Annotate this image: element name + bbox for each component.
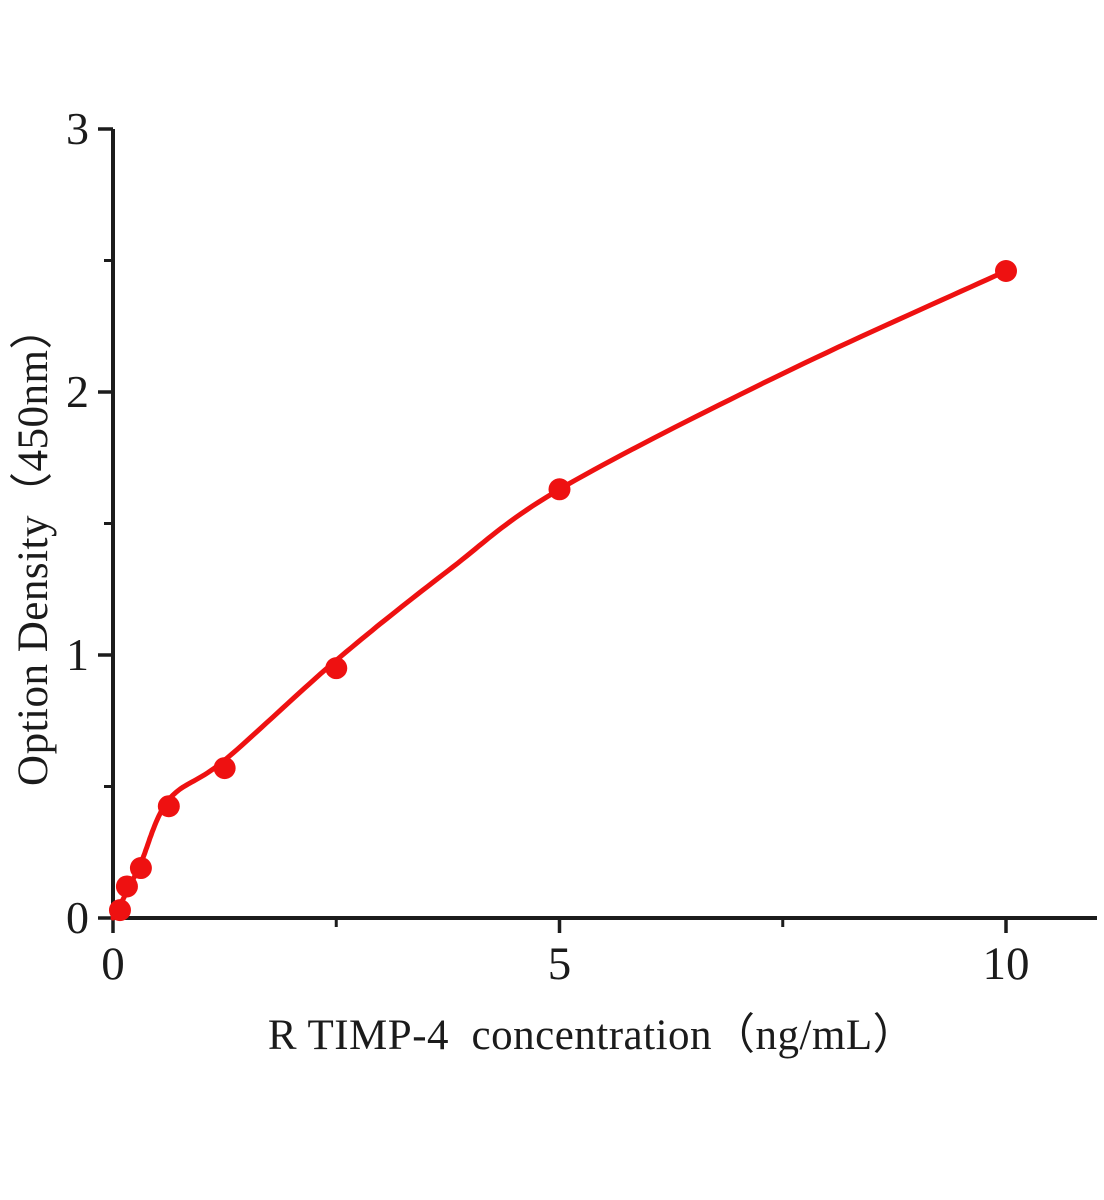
y-axis-title: Option Density（450nm） — [10, 306, 57, 786]
data-point — [108, 899, 131, 922]
data-point — [129, 857, 152, 880]
data-point — [157, 795, 180, 818]
data-point — [995, 260, 1017, 283]
data-point — [115, 875, 138, 898]
y-tick-label: 2 — [66, 366, 89, 417]
data-point — [325, 657, 348, 680]
x-axis-title: R TIMP-4 concentration（ng/mL） — [267, 1012, 917, 1059]
x-tick-label: 5 — [548, 938, 572, 990]
x-tick-label: 10 — [983, 938, 1030, 990]
x-tick-label: 0 — [101, 938, 125, 990]
y-tick-label: 0 — [66, 892, 89, 943]
y-tick-label: 1 — [66, 629, 89, 680]
fit-curve — [110, 268, 1009, 921]
data-point — [213, 757, 236, 780]
y-tick-label: 3 — [66, 103, 89, 154]
data-point — [548, 478, 571, 501]
